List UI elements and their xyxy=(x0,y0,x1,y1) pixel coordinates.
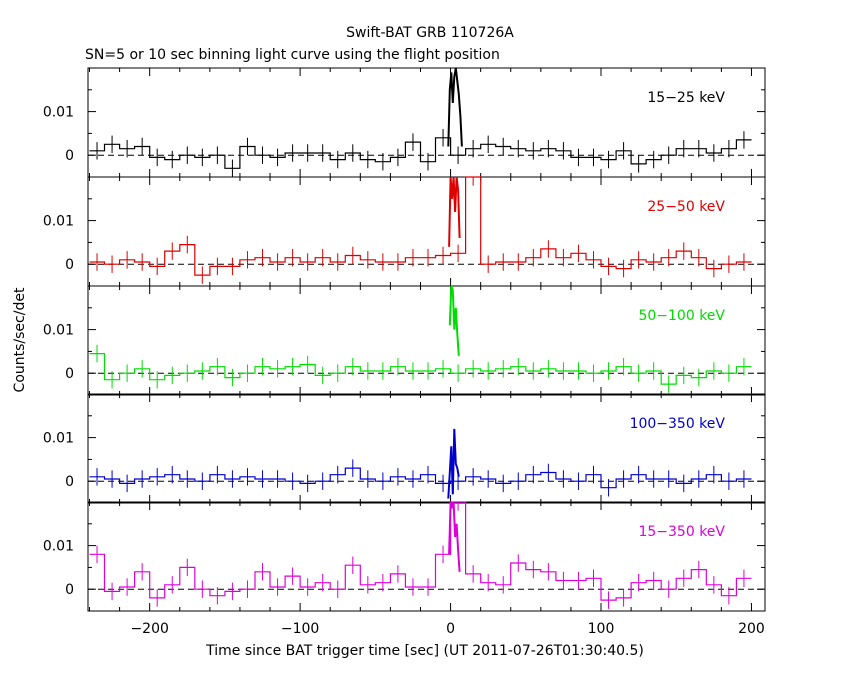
burst-spike xyxy=(448,285,460,356)
y-tick-label: 0 xyxy=(65,582,74,598)
y-tick-label: 0 xyxy=(65,257,74,273)
y-tick-label: 0 xyxy=(65,148,74,164)
x-tick-label: −200 xyxy=(130,621,168,637)
x-tick-labels: −200 −100 0 100 200 xyxy=(130,621,764,637)
burst-spike xyxy=(447,428,460,499)
y-tick-label: 0.01 xyxy=(43,105,74,121)
y-tick-label: 0 xyxy=(65,366,74,382)
chart-title: Swift-BAT GRB 110726A xyxy=(346,25,514,41)
panel-energy-label: 15−25 keV xyxy=(647,90,725,106)
chart-subtitle: SN=5 or 10 sec binning light curve using… xyxy=(85,47,500,63)
panel-energy-label: 15−350 keV xyxy=(638,524,725,540)
panel-frame xyxy=(87,393,766,504)
light-curve-series xyxy=(89,176,752,276)
light-curve-series xyxy=(89,353,752,385)
y-tick-label: 0.01 xyxy=(43,431,74,447)
panel-0: 0 0.01 15−25 keV xyxy=(43,67,766,178)
panel-frame xyxy=(87,67,766,178)
y-tick-label: 0.01 xyxy=(43,539,74,555)
burst-spike xyxy=(447,67,463,147)
y-tick-label: 0.01 xyxy=(43,214,74,230)
x-tick-label: −100 xyxy=(281,621,319,637)
x-tick-label: 0 xyxy=(446,621,455,637)
panel-frame xyxy=(87,176,766,287)
panel-frame xyxy=(87,501,766,612)
panels-group: 0 0.01 15−25 keV 0 0.01 25−50 keV 0 0.01 50−100 … xyxy=(43,67,766,612)
x-tick-label: 200 xyxy=(738,621,765,637)
x-axis-label: Time since BAT trigger time [sec] (UT 20… xyxy=(205,643,644,659)
light-curve-series xyxy=(89,137,752,169)
y-tick-label: 0.01 xyxy=(43,323,74,339)
panel-4: 0 0.01 15−350 keV xyxy=(43,501,766,612)
y-tick-label: 0 xyxy=(65,474,74,490)
panel-1: 0 0.01 25−50 keV xyxy=(43,176,766,287)
burst-spike xyxy=(448,501,461,572)
x-tick-label: 100 xyxy=(588,621,615,637)
light-curve-series xyxy=(89,467,752,489)
light-curve-series xyxy=(89,501,752,601)
burst-spike xyxy=(448,176,461,247)
panel-energy-label: 100−350 keV xyxy=(630,416,726,432)
panel-3: 0 0.01 100−350 keV xyxy=(43,393,766,504)
panel-frame xyxy=(87,285,766,396)
panel-energy-label: 25−50 keV xyxy=(647,199,725,215)
panel-energy-label: 50−100 keV xyxy=(638,308,725,324)
panel-2: 0 0.01 50−100 keV xyxy=(43,285,766,396)
y-axis-label: Counts/sec/det xyxy=(12,287,28,392)
